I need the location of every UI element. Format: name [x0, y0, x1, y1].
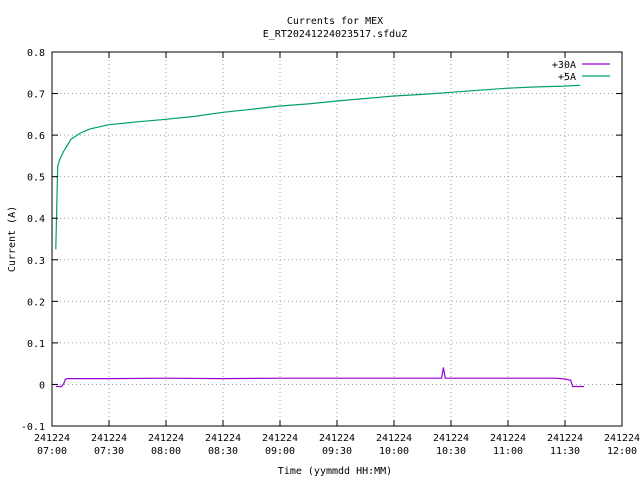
chart-title: Currents for MEX [287, 16, 383, 27]
x-tick-date-label: 241224 [34, 433, 70, 444]
grid [52, 52, 622, 426]
series-layer [55, 84, 584, 388]
y-tick-label: 0.1 [27, 339, 45, 350]
y-tick-label: 0.4 [27, 214, 45, 225]
y-tick-label: 0.6 [27, 131, 45, 142]
y-axis-label: Current (A) [7, 206, 18, 272]
x-tick-date-label: 241224 [148, 433, 184, 444]
x-tick-date-label: 241224 [376, 433, 412, 444]
chart-subtitle: E_RT20241224023517.sfduZ [263, 29, 408, 40]
y-tick-label: 0.7 [27, 90, 45, 101]
x-tick-date-label: 241224 [205, 433, 241, 444]
legend-label: +5A [558, 72, 576, 83]
y-tick-label: 0.8 [27, 48, 45, 59]
series-line-1 [55, 84, 581, 250]
y-tick-label: 0.2 [27, 297, 45, 308]
x-tick-time-label: 10:30 [436, 446, 466, 457]
x-tick-time-label: 10:00 [379, 446, 409, 457]
series-line-0 [55, 367, 584, 388]
y-tick-label: 0 [39, 380, 45, 391]
x-tick-date-label: 241224 [547, 433, 583, 444]
ticks: -0.1 0 0.1 0.2 0.3 0.4 0.5 0.6 0.7 0.8 241224 07:00… [21, 48, 640, 457]
x-axis-label: Time (yymmdd HH:MM) [278, 466, 392, 477]
x-tick-date-label: 241224 [319, 433, 355, 444]
legend: +30A+5A [552, 60, 610, 83]
y-tick-label: -0.1 [21, 422, 45, 433]
x-tick-time-label: 08:00 [151, 446, 181, 457]
y-tick-label: 0.5 [27, 173, 45, 184]
x-tick-time-label: 11:30 [550, 446, 580, 457]
x-tick-time-label: 09:30 [322, 446, 352, 457]
x-tick-date-label: 241224 [490, 433, 526, 444]
legend-label: +30A [552, 60, 576, 71]
y-tick-label: 0.3 [27, 256, 45, 267]
x-tick-date-label: 241224 [91, 433, 127, 444]
x-tick-date-label: 241224 [604, 433, 640, 444]
x-tick-date-label: 241224 [433, 433, 469, 444]
x-tick-time-label: 07:30 [94, 446, 124, 457]
x-tick-time-label: 09:00 [265, 446, 295, 457]
x-tick-time-label: 07:00 [37, 446, 67, 457]
x-tick-time-label: 12:00 [607, 446, 637, 457]
x-tick-time-label: 11:00 [493, 446, 523, 457]
x-tick-time-label: 08:30 [208, 446, 238, 457]
x-tick-date-label: 241224 [262, 433, 298, 444]
